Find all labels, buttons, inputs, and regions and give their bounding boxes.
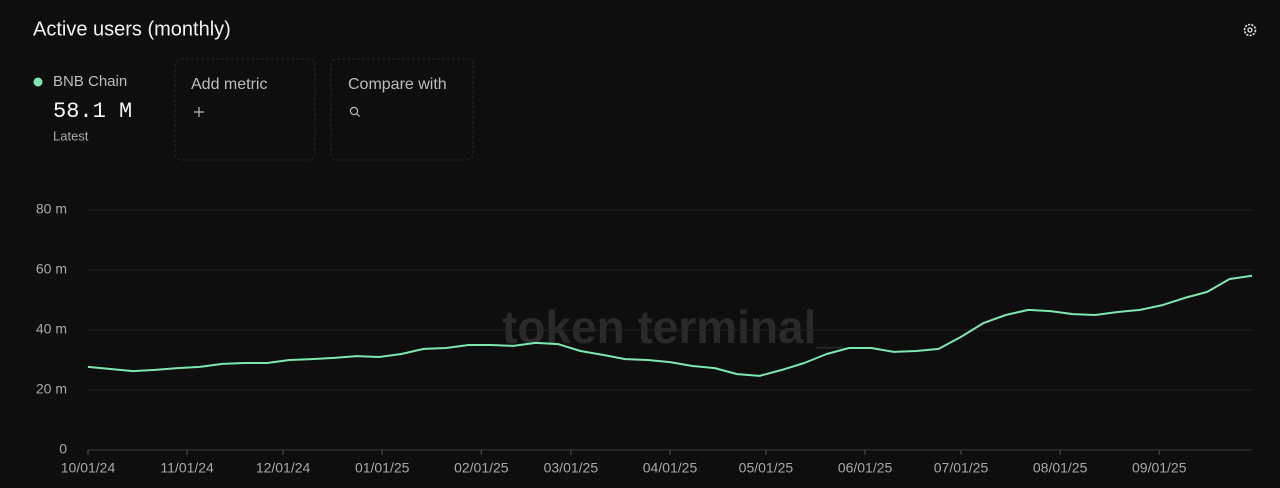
y-tick-label: 80 m <box>36 201 67 217</box>
y-tick-label: 40 m <box>36 321 67 337</box>
add-metric-label: Add metric <box>191 76 267 93</box>
x-tick-label: 04/01/25 <box>643 460 698 476</box>
x-tick-label: 05/01/25 <box>739 460 794 476</box>
data-line <box>87 274 1253 377</box>
x-tick-label: 02/01/25 <box>454 460 509 476</box>
search-icon <box>349 106 359 116</box>
y-tick-label: 20 m <box>36 381 67 397</box>
search-handle <box>356 113 361 118</box>
compare-label: Compare with <box>348 76 447 93</box>
y-tick-label: 60 m <box>36 261 67 277</box>
chart-title: Active users (monthly) <box>33 18 231 40</box>
x-tick-label: 03/01/25 <box>544 460 599 476</box>
watermark: token terminal_ <box>502 301 842 353</box>
settings-icon[interactable] <box>1243 23 1257 37</box>
gear <box>1243 23 1257 37</box>
y-tick-label: 0 <box>59 441 67 457</box>
legend-dot <box>33 77 43 87</box>
x-tick-label: 10/01/24 <box>61 460 116 476</box>
x-tick-label: 12/01/24 <box>256 460 311 476</box>
x-tick-label: 07/01/25 <box>934 460 989 476</box>
x-tick-label: 08/01/25 <box>1033 460 1088 476</box>
add-metric-box[interactable] <box>174 58 316 161</box>
latest-value: 58.1 M <box>53 99 132 124</box>
x-tick-label: 11/01/24 <box>160 460 214 476</box>
latest-caption: Latest <box>53 128 89 143</box>
compare-box[interactable] <box>330 58 474 161</box>
plus-icon <box>194 107 204 117</box>
x-tick-label: 06/01/25 <box>838 460 893 476</box>
legend-label[interactable]: BNB Chain <box>53 73 127 90</box>
x-tick-label: 09/01/25 <box>1132 460 1187 476</box>
x-tick-label: 01/01/25 <box>355 460 410 476</box>
gear-center <box>1247 27 1253 33</box>
